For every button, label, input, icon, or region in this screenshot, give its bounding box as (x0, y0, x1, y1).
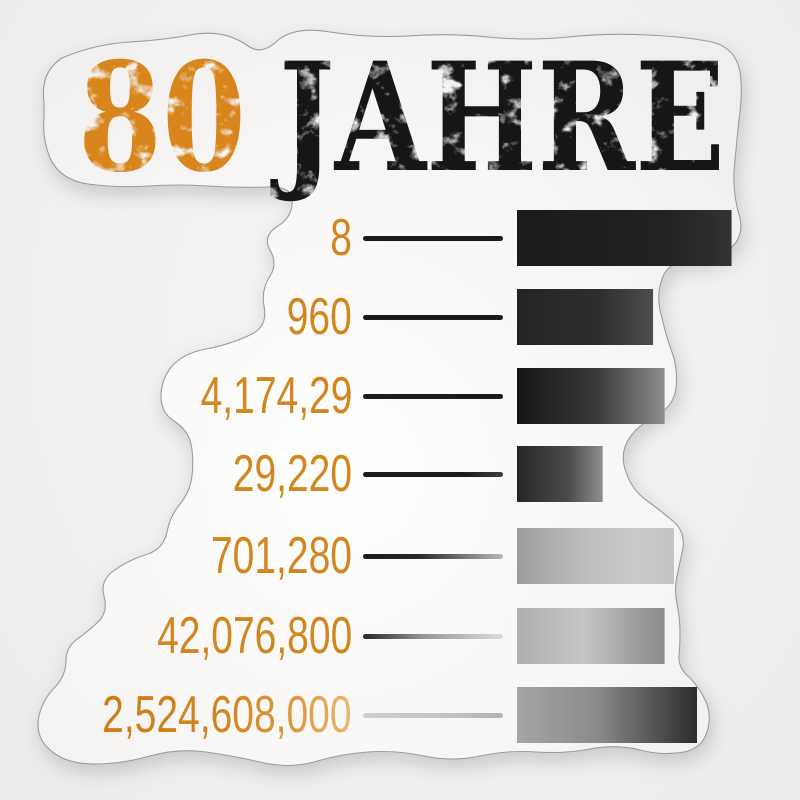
title-number: 80 (78, 30, 246, 206)
row-jahrzehnte: 8 JAHRZEHNTE (0, 210, 800, 266)
row-wochen: 4,174,29 WOCHEN (0, 368, 800, 424)
row-label: STUNDEN (517, 528, 674, 584)
connector-line (363, 472, 503, 477)
row-value: 42,076,800 (156, 607, 352, 665)
connector-line (363, 713, 503, 718)
row-sekunden: 2,524,608,000 SEKUNDEN (0, 687, 800, 743)
connector-line (363, 634, 503, 639)
row-value: 4,174,29 (200, 367, 352, 425)
row-minuten: 42,076,800 MINUTEN (0, 608, 800, 664)
row-label: JAHRZEHNTE (517, 210, 732, 266)
row-tage: 29,220 TAGE (0, 446, 800, 502)
connector-line (363, 554, 503, 559)
connector-line (363, 394, 503, 399)
title-word: JAHRE (270, 30, 725, 206)
row-label: TAGE (517, 446, 603, 502)
row-value: 701,280 (211, 527, 352, 585)
row-label: MONATE (517, 289, 654, 345)
row-value: 960 (286, 288, 352, 346)
connector-line (363, 315, 503, 320)
connector-line (363, 236, 503, 241)
row-value: 2,524,608,000 (102, 686, 352, 744)
row-value: 8 (330, 209, 352, 267)
row-stunden: 701,280 STUNDEN (0, 528, 800, 584)
row-label: WOCHEN (517, 368, 665, 424)
row-label: MINUTEN (517, 608, 665, 664)
row-label: SEKUNDEN (517, 687, 698, 743)
row-value: 29,220 (232, 445, 352, 503)
row-monate: 960 MONATE (0, 289, 800, 345)
